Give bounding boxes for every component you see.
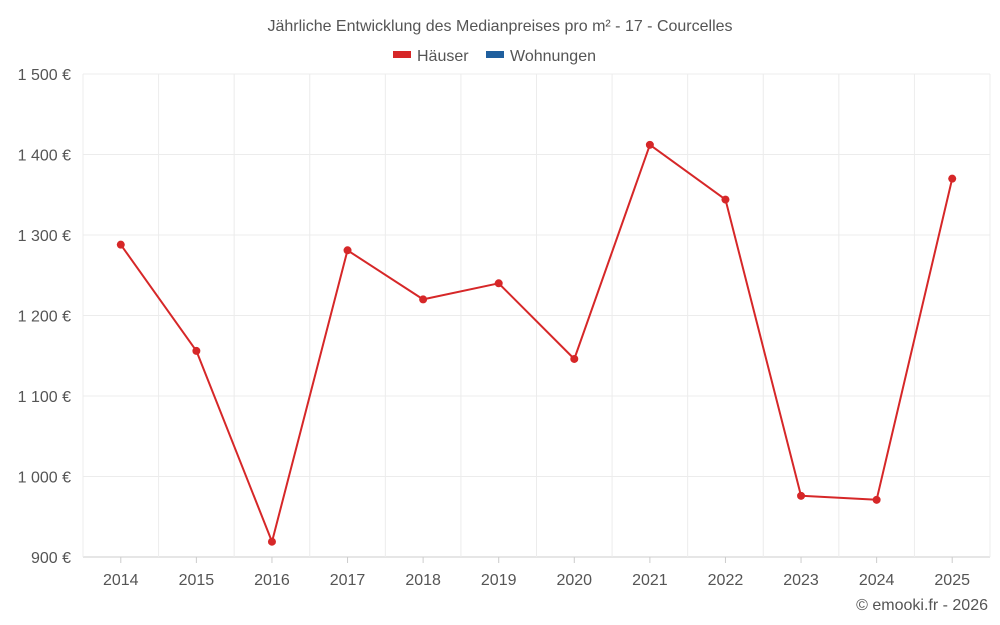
x-tick-label: 2018 bbox=[405, 572, 441, 589]
x-tick-label: 2014 bbox=[103, 572, 139, 589]
data-point[interactable] bbox=[419, 295, 428, 304]
x-tick-label: 2025 bbox=[934, 572, 970, 589]
data-point[interactable] bbox=[267, 537, 276, 546]
legend-label: Wohnungen bbox=[510, 48, 596, 65]
x-tick-label: 2015 bbox=[179, 572, 215, 589]
legend-swatch bbox=[393, 51, 411, 58]
grid bbox=[82, 73, 991, 558]
y-tick-label: 1 000 € bbox=[18, 470, 71, 487]
x-tick-label: 2019 bbox=[481, 572, 517, 589]
series-line bbox=[119, 143, 954, 543]
data-point[interactable] bbox=[948, 174, 957, 183]
y-tick-label: 900 € bbox=[31, 550, 71, 567]
legend-item-haeuser[interactable]: Häuser bbox=[393, 48, 469, 65]
x-tick-label: 2021 bbox=[632, 572, 668, 589]
credit-text: © emooki.fr - 2026 bbox=[856, 597, 988, 614]
chart-title: Jährliche Entwicklung des Medianpreises … bbox=[267, 18, 732, 35]
data-point[interactable] bbox=[192, 346, 201, 355]
x-tick-label: 2024 bbox=[859, 572, 895, 589]
legend-swatch bbox=[486, 51, 504, 58]
data-point[interactable] bbox=[116, 240, 125, 249]
data-point[interactable] bbox=[721, 195, 730, 204]
y-tick-label: 1 200 € bbox=[18, 309, 71, 326]
x-tick-label: 2016 bbox=[254, 572, 290, 589]
legend-label: Häuser bbox=[417, 48, 469, 65]
x-axis: 2014 2015 2016 2017 2018 2019 2020 2021 2022 2023… bbox=[103, 557, 970, 589]
y-tick-label: 1 300 € bbox=[18, 228, 71, 245]
legend: Häuser Wohnungen bbox=[393, 48, 596, 65]
data-point[interactable] bbox=[494, 279, 503, 288]
y-tick-label: 1 500 € bbox=[18, 67, 71, 84]
y-axis: 900 € 1 000 € 1 100 € 1 200 € 1 300 € 1 400 €… bbox=[18, 67, 71, 567]
x-tick-label: 2022 bbox=[708, 572, 744, 589]
data-point[interactable] bbox=[645, 140, 654, 149]
y-tick-label: 1 100 € bbox=[18, 389, 71, 406]
data-point[interactable] bbox=[872, 495, 881, 504]
series-group bbox=[116, 140, 957, 546]
legend-item-wohnungen[interactable]: Wohnungen bbox=[486, 48, 596, 65]
x-tick-label: 2020 bbox=[556, 572, 592, 589]
data-point[interactable] bbox=[797, 491, 806, 500]
data-point[interactable] bbox=[343, 246, 352, 255]
data-point[interactable] bbox=[570, 354, 579, 363]
x-tick-label: 2017 bbox=[330, 572, 366, 589]
y-tick-label: 1 400 € bbox=[18, 148, 71, 165]
x-tick-label: 2023 bbox=[783, 572, 819, 589]
